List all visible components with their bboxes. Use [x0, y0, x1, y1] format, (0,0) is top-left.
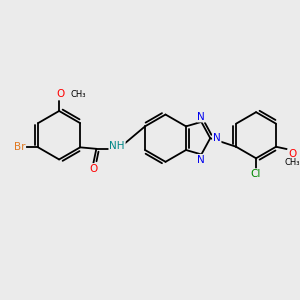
Text: N: N [213, 133, 220, 143]
Text: N: N [197, 112, 205, 122]
Text: NH: NH [109, 142, 125, 152]
Text: Cl: Cl [251, 169, 261, 179]
Text: N: N [197, 155, 205, 165]
Text: O: O [56, 89, 65, 99]
Text: Br: Br [14, 142, 25, 152]
Text: O: O [288, 149, 296, 159]
Text: CH₃: CH₃ [284, 158, 300, 166]
Text: O: O [89, 164, 98, 174]
Text: CH₃: CH₃ [70, 90, 86, 99]
